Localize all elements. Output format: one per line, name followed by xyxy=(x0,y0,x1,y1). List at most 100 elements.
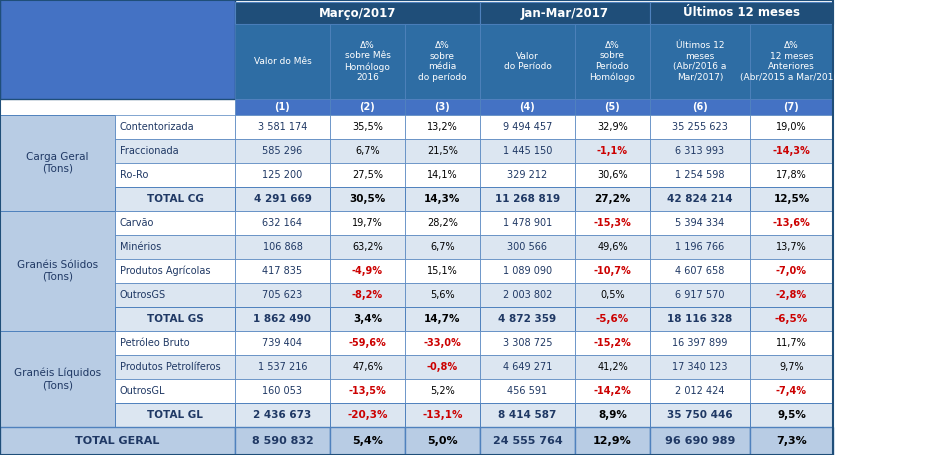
Bar xyxy=(749,427,832,455)
Bar xyxy=(0,211,115,331)
Text: 15,1%: 15,1% xyxy=(426,266,457,276)
Bar xyxy=(330,235,404,259)
Text: 8 414 587: 8 414 587 xyxy=(498,410,556,420)
Bar xyxy=(479,24,575,99)
Text: 5,6%: 5,6% xyxy=(430,290,454,300)
Text: 6 313 993: 6 313 993 xyxy=(675,146,724,156)
Text: 32,9%: 32,9% xyxy=(596,122,628,132)
Text: 6 917 570: 6 917 570 xyxy=(675,290,724,300)
Bar xyxy=(404,235,479,259)
Text: 3 308 725: 3 308 725 xyxy=(502,338,552,348)
Bar xyxy=(575,99,649,115)
Bar xyxy=(330,187,404,211)
Bar xyxy=(404,379,479,403)
Bar xyxy=(649,403,749,427)
Text: 1 478 901: 1 478 901 xyxy=(502,218,552,228)
Bar xyxy=(115,379,235,403)
Text: 24 555 764: 24 555 764 xyxy=(492,436,562,446)
Bar xyxy=(404,163,479,187)
Text: 7,3%: 7,3% xyxy=(775,436,806,446)
Bar xyxy=(330,24,404,99)
Bar xyxy=(235,24,330,99)
Text: 14,3%: 14,3% xyxy=(424,194,460,204)
Bar xyxy=(235,331,330,355)
Text: (5): (5) xyxy=(604,102,620,112)
Text: 417 835: 417 835 xyxy=(262,266,302,276)
Text: -13,6%: -13,6% xyxy=(772,218,809,228)
Text: TOTAL GERAL: TOTAL GERAL xyxy=(75,436,159,446)
Text: 9 494 457: 9 494 457 xyxy=(502,122,552,132)
Text: 41,2%: 41,2% xyxy=(596,362,628,372)
Bar xyxy=(575,139,649,163)
Bar xyxy=(575,187,649,211)
Text: -2,8%: -2,8% xyxy=(775,290,806,300)
Text: 6,7%: 6,7% xyxy=(355,146,379,156)
Bar xyxy=(749,355,832,379)
Bar xyxy=(330,379,404,403)
Text: 739 404: 739 404 xyxy=(262,338,302,348)
Text: 5,4%: 5,4% xyxy=(351,436,383,446)
Text: 5,0%: 5,0% xyxy=(426,436,457,446)
Bar xyxy=(649,379,749,403)
Text: OutrosGL: OutrosGL xyxy=(120,386,165,396)
Bar xyxy=(330,211,404,235)
Text: Últimos 12 meses: Últimos 12 meses xyxy=(682,6,799,20)
Text: Ro-Ro: Ro-Ro xyxy=(120,170,148,180)
Bar xyxy=(235,307,330,331)
Text: 14,1%: 14,1% xyxy=(426,170,457,180)
Bar xyxy=(649,307,749,331)
Bar xyxy=(330,163,404,187)
Text: Jan-Mar/2017: Jan-Mar/2017 xyxy=(520,6,608,20)
Text: 12,9%: 12,9% xyxy=(592,436,631,446)
Text: -7,4%: -7,4% xyxy=(775,386,806,396)
Text: -0,8%: -0,8% xyxy=(426,362,458,372)
Bar xyxy=(575,283,649,307)
Text: 8 590 832: 8 590 832 xyxy=(251,436,313,446)
Text: (4): (4) xyxy=(519,102,535,112)
Text: Minérios: Minérios xyxy=(120,242,161,252)
Text: 1 537 216: 1 537 216 xyxy=(258,362,307,372)
Text: TOTAL CG: TOTAL CG xyxy=(146,194,203,204)
Bar xyxy=(749,259,832,283)
Bar xyxy=(404,139,479,163)
Text: Contentorizada: Contentorizada xyxy=(120,122,195,132)
Text: 11 268 819: 11 268 819 xyxy=(494,194,560,204)
Bar xyxy=(749,115,832,139)
Bar xyxy=(575,211,649,235)
Text: 3,4%: 3,4% xyxy=(352,314,382,324)
Bar xyxy=(330,259,404,283)
Bar xyxy=(235,355,330,379)
Text: Δ%
sobre
Período
Homólogo: Δ% sobre Período Homólogo xyxy=(589,41,635,82)
Text: 49,6%: 49,6% xyxy=(597,242,628,252)
Bar xyxy=(749,331,832,355)
Bar xyxy=(749,283,832,307)
Bar xyxy=(404,427,479,455)
Bar xyxy=(575,163,649,187)
Text: TOTAL GL: TOTAL GL xyxy=(146,410,203,420)
Text: Março/2017: Março/2017 xyxy=(319,6,396,20)
Bar xyxy=(404,283,479,307)
Bar xyxy=(649,163,749,187)
Bar xyxy=(235,187,330,211)
Bar xyxy=(115,307,235,331)
Text: 4 291 669: 4 291 669 xyxy=(253,194,311,204)
Bar xyxy=(649,139,749,163)
Bar xyxy=(749,24,832,99)
Bar xyxy=(235,427,330,455)
Bar xyxy=(479,211,575,235)
Text: -4,9%: -4,9% xyxy=(351,266,383,276)
Bar xyxy=(235,2,479,24)
Bar xyxy=(649,24,749,99)
Bar xyxy=(330,283,404,307)
Text: 30,5%: 30,5% xyxy=(349,194,386,204)
Text: OutrosGS: OutrosGS xyxy=(120,290,166,300)
Bar xyxy=(479,355,575,379)
Bar xyxy=(749,139,832,163)
Bar xyxy=(479,307,575,331)
Bar xyxy=(404,307,479,331)
Bar xyxy=(0,427,235,455)
Bar xyxy=(575,355,649,379)
Bar xyxy=(330,331,404,355)
Bar xyxy=(404,115,479,139)
Text: -15,3%: -15,3% xyxy=(593,218,630,228)
